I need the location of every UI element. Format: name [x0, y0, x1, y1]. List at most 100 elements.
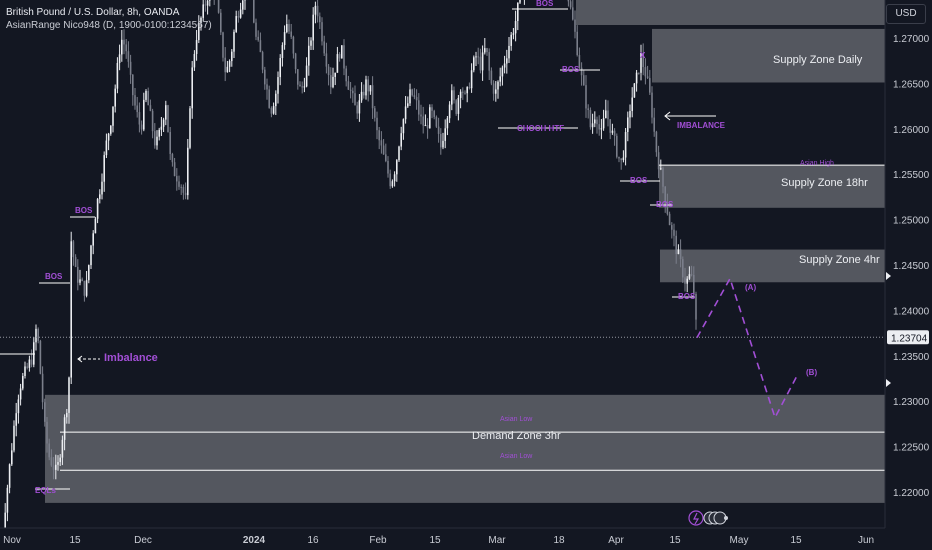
- candle-body: [127, 51, 130, 62]
- candle-body: [684, 277, 686, 284]
- candle-body: [646, 76, 649, 79]
- candle-body: [574, 19, 576, 32]
- candle-body: [74, 257, 77, 267]
- candle-body: [147, 90, 149, 106]
- candle-body: [138, 112, 141, 125]
- candle-body: [61, 439, 64, 458]
- zone-rect-1: [652, 28, 885, 83]
- candle-body: [598, 124, 600, 130]
- candle-body: [37, 328, 39, 341]
- candle-body: [112, 106, 114, 126]
- y-tick-label: 1.26500: [893, 79, 930, 90]
- candle-body: [468, 87, 471, 89]
- candle-body: [594, 119, 596, 124]
- bos-label-5: BOS: [630, 176, 648, 185]
- candle-body: [178, 181, 180, 187]
- candle-body: [26, 366, 28, 368]
- price-tag-bg: [887, 330, 929, 345]
- zone-rect-4: [45, 394, 885, 503]
- candle-body: [253, 0, 255, 23]
- candle-body: [151, 110, 154, 132]
- candle-body: [589, 109, 592, 128]
- y-tick-label: 1.24000: [893, 306, 930, 317]
- candle-body: [343, 45, 345, 69]
- candle-body: [591, 123, 594, 128]
- time-axis-bg: [0, 528, 932, 550]
- candle-body: [679, 249, 682, 260]
- candle-body: [134, 95, 136, 106]
- candle-body: [426, 125, 429, 129]
- candle-body: [580, 67, 583, 76]
- x-tick-label: Feb: [369, 535, 387, 546]
- candle-body: [55, 464, 57, 470]
- x-tick-label: Jun: [858, 535, 874, 546]
- candle-body: [79, 279, 81, 283]
- candle-body: [158, 129, 160, 137]
- y-tick-label: 1.25500: [893, 170, 930, 181]
- candle-body: [13, 425, 15, 451]
- candle-body: [334, 72, 336, 77]
- candle-body: [132, 74, 134, 96]
- candle-body: [358, 100, 361, 114]
- candle-body: [385, 154, 387, 161]
- candle-body: [261, 52, 264, 70]
- candle-body: [48, 443, 50, 458]
- candle-body: [519, 0, 521, 3]
- candle-body: [206, 0, 209, 6]
- candle-body: [490, 70, 493, 84]
- candle-body: [288, 24, 290, 32]
- candle-body: [6, 487, 9, 513]
- candle-body: [495, 89, 497, 94]
- candle-body: [217, 0, 220, 13]
- candle-body: [336, 54, 339, 73]
- candle-body: [143, 99, 145, 130]
- candle-body: [569, 1, 572, 8]
- candle-body: [341, 45, 343, 59]
- candle-body: [378, 130, 380, 141]
- x-tick-label: 18: [553, 535, 565, 546]
- candle-body: [629, 110, 631, 118]
- candle-body: [239, 9, 242, 18]
- bos-label-1: BOS: [75, 206, 93, 215]
- candle-body: [195, 40, 198, 54]
- candle-body: [585, 85, 587, 109]
- candle-body: [101, 181, 103, 195]
- candle-body: [514, 21, 517, 34]
- candle-body: [286, 24, 288, 33]
- candle-body: [349, 89, 352, 91]
- x-tick-label: 2024: [243, 535, 266, 546]
- candle-body: [123, 39, 125, 45]
- candle-body: [198, 22, 200, 41]
- candle-body: [237, 16, 240, 18]
- candle-body: [451, 90, 453, 105]
- candle-body: [622, 157, 625, 161]
- candle-body: [299, 84, 301, 87]
- candle-body: [429, 107, 431, 129]
- candle-body: [110, 125, 112, 134]
- candle-body: [675, 235, 677, 255]
- candle-body: [380, 140, 383, 146]
- y-tick-label: 1.23000: [893, 397, 930, 408]
- candle-body: [431, 107, 433, 111]
- candle-body: [475, 56, 477, 58]
- candle-body: [440, 133, 442, 148]
- x-tick-label: Mar: [488, 535, 506, 546]
- candle-body: [492, 83, 495, 94]
- zone-rect-top: [576, 0, 885, 25]
- candle-body: [657, 152, 660, 170]
- x-tick-label: 15: [790, 535, 802, 546]
- candle-body: [363, 91, 365, 96]
- y-tick-label: 1.22000: [893, 488, 930, 499]
- candle-body: [57, 462, 59, 465]
- candle-body: [209, 0, 211, 1]
- candle-body: [413, 95, 416, 98]
- zone-label-4: Demand Zone 3hr: [472, 430, 561, 442]
- candle-body: [338, 54, 341, 59]
- currency-button[interactable]: USD: [886, 4, 926, 24]
- candle-body: [686, 278, 688, 284]
- candle-body: [567, 0, 570, 2]
- candle-body: [374, 108, 376, 118]
- zone-rect-3: [660, 249, 885, 283]
- zone-label-1: Supply Zone Daily: [773, 54, 863, 66]
